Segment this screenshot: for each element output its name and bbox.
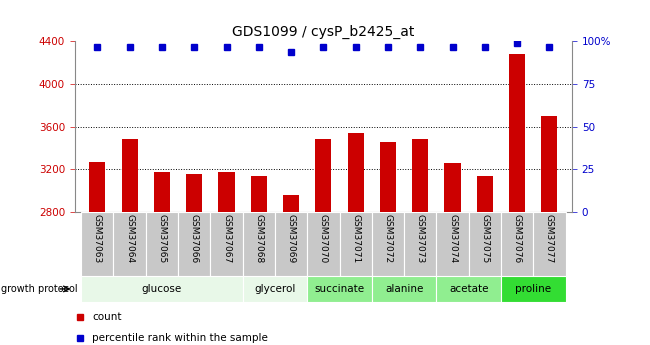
Text: GSM37071: GSM37071 [351,214,360,263]
Bar [509,54,525,212]
Text: growth protocol: growth protocol [1,284,77,294]
Text: GSM37063: GSM37063 [93,214,102,263]
Text: acetate: acetate [449,284,488,294]
Bar [307,212,339,276]
Bar [501,212,533,276]
Bar [242,276,307,302]
Bar [81,212,114,276]
Bar [380,142,396,212]
Text: GSM37066: GSM37066 [190,214,199,263]
Bar [218,172,235,212]
Text: GSM37074: GSM37074 [448,214,457,263]
Text: GSM37067: GSM37067 [222,214,231,263]
Text: GSM37065: GSM37065 [157,214,166,263]
Bar [178,212,211,276]
Text: GSM37076: GSM37076 [513,214,521,263]
Bar [372,212,404,276]
Bar [154,172,170,212]
Text: GSM37072: GSM37072 [384,214,393,263]
Text: glycerol: glycerol [254,284,296,294]
Bar [122,139,138,212]
Text: alanine: alanine [385,284,423,294]
Bar [81,276,242,302]
Text: GSM37068: GSM37068 [254,214,263,263]
Text: GSM37069: GSM37069 [287,214,296,263]
Bar [242,212,275,276]
Text: count: count [92,312,122,322]
Bar [146,212,178,276]
Bar [412,139,428,212]
Bar [348,133,364,212]
Text: proline: proline [515,284,551,294]
Bar [469,212,501,276]
Bar [436,276,501,302]
Text: glucose: glucose [142,284,182,294]
Bar [186,174,202,212]
Text: GSM37070: GSM37070 [319,214,328,263]
Text: GSM37064: GSM37064 [125,214,134,263]
Bar [275,212,307,276]
Text: GSM37075: GSM37075 [480,214,489,263]
Text: GSM37073: GSM37073 [416,214,424,263]
Bar [404,212,436,276]
Bar [315,139,332,212]
Bar [533,212,566,276]
Bar [476,176,493,212]
Text: percentile rank within the sample: percentile rank within the sample [92,333,268,343]
Title: GDS1099 / cysP_b2425_at: GDS1099 / cysP_b2425_at [232,25,415,39]
Bar [251,176,267,212]
Bar [372,276,436,302]
Bar [89,162,105,212]
Bar [283,195,299,212]
Bar [541,116,558,212]
Bar [114,212,146,276]
Bar [436,212,469,276]
Text: GSM37077: GSM37077 [545,214,554,263]
Bar [501,276,566,302]
Bar [211,212,242,276]
Bar [339,212,372,276]
Text: succinate: succinate [315,284,365,294]
Bar [445,162,461,212]
Bar [307,276,372,302]
